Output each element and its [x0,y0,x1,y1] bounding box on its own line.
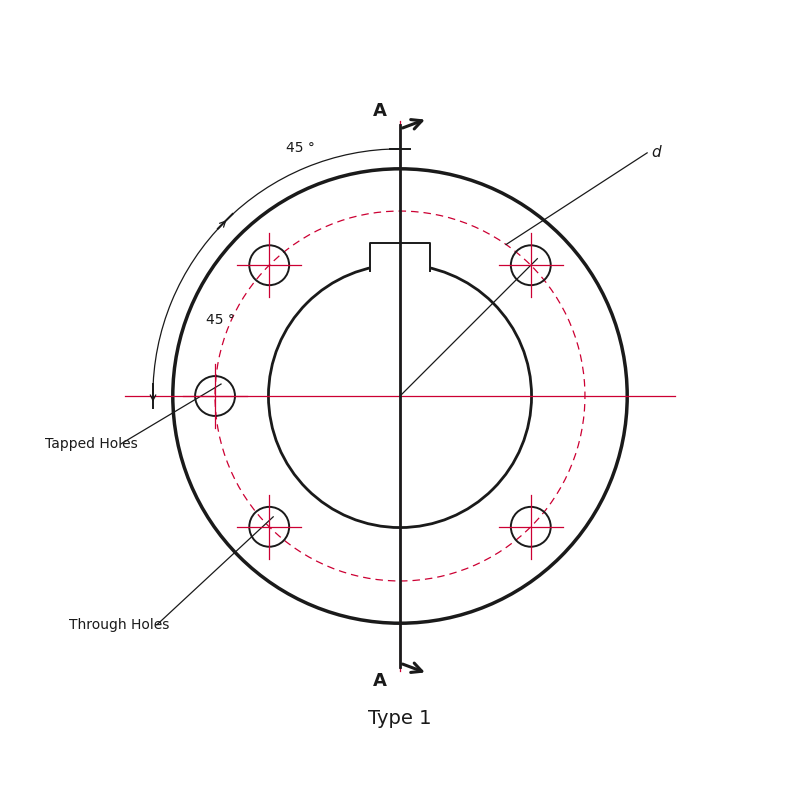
Text: Tapped Holes: Tapped Holes [46,437,138,451]
Text: 45 °: 45 ° [206,313,234,326]
Text: 45 °: 45 ° [286,142,314,155]
Text: A: A [373,673,387,690]
Text: A: A [373,102,387,120]
Bar [370,235,430,271]
Text: d: d [651,146,661,160]
Text: Through Holes: Through Holes [69,618,170,632]
Text: Type 1: Type 1 [368,710,432,728]
